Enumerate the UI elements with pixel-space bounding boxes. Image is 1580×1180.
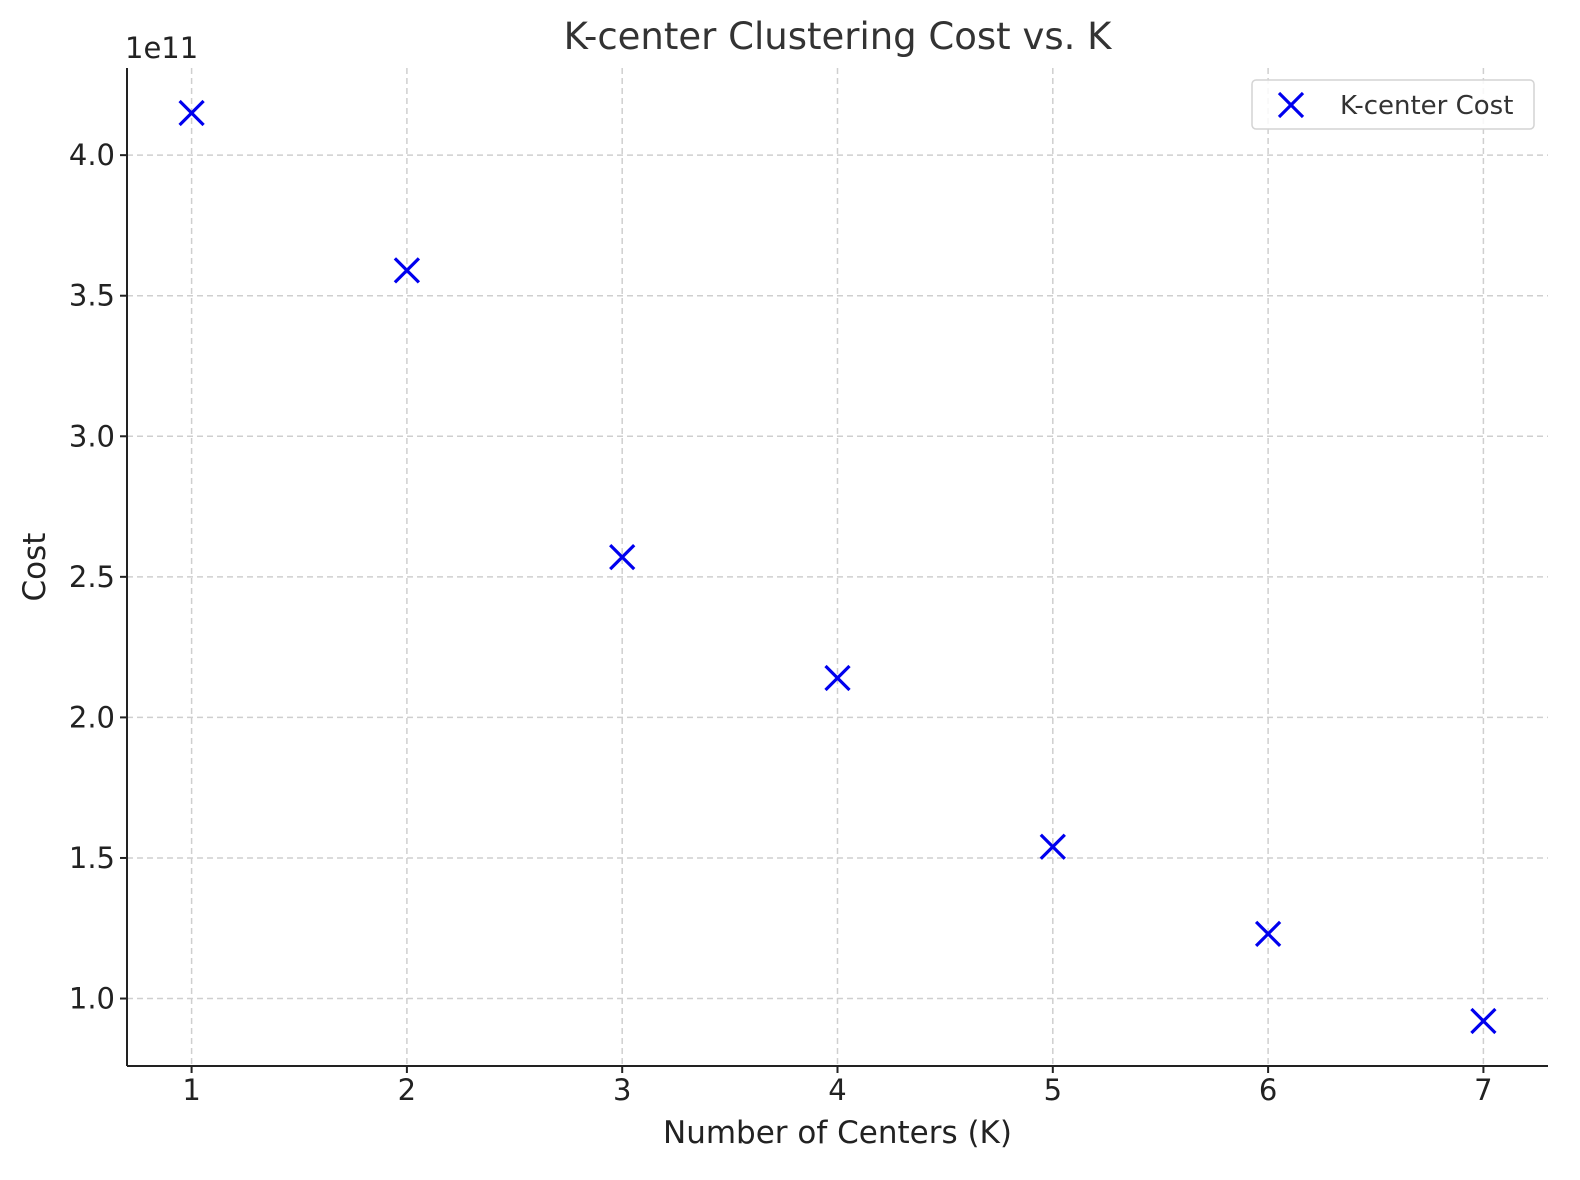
x-tick-label: 2 bbox=[398, 1073, 416, 1107]
x-tick-label: 1 bbox=[182, 1073, 200, 1107]
x-tick-label: 6 bbox=[1259, 1073, 1277, 1107]
legend-box bbox=[1251, 79, 1535, 130]
y-tick-label: 1.5 bbox=[69, 841, 115, 875]
x-tick-label: 3 bbox=[613, 1073, 631, 1107]
axes bbox=[126, 68, 1548, 1067]
x-tick-label: 5 bbox=[1044, 1073, 1062, 1107]
y-tick-label: 4.0 bbox=[69, 138, 115, 172]
data-point-x-marker bbox=[1254, 920, 1282, 948]
data-point-x-marker bbox=[1470, 1007, 1497, 1035]
x-axis-label: Number of Centers (K) bbox=[663, 1115, 1012, 1151]
y-tick-label: 2.0 bbox=[69, 700, 115, 734]
data-point-x-marker bbox=[178, 99, 205, 127]
chart-title: K-center Clustering Cost vs. K bbox=[564, 15, 1114, 58]
y-tick-label: 2.5 bbox=[69, 560, 115, 594]
y-tick-label: 1.0 bbox=[69, 982, 115, 1016]
x-tick-label: 7 bbox=[1474, 1073, 1492, 1107]
y-axis-label: Cost bbox=[17, 533, 53, 602]
legend: K-center Cost bbox=[1251, 79, 1535, 130]
legend-marker-x-icon bbox=[1277, 91, 1305, 119]
y-axis-multiplier: 1e11 bbox=[125, 31, 198, 65]
data-point-x-marker bbox=[609, 544, 636, 571]
y-ticks: 1.0 1.5 2.0 2.5 3.0 3.5 4.0 bbox=[69, 138, 127, 1016]
grid bbox=[127, 68, 1548, 1066]
data-point-x-marker bbox=[393, 257, 421, 284]
data-point-x-marker bbox=[824, 664, 851, 692]
legend-entry-label: K-center Cost bbox=[1340, 91, 1513, 121]
y-tick-label: 3.0 bbox=[69, 419, 115, 453]
y-tick-label: 3.5 bbox=[69, 279, 115, 313]
x-tick-label: 4 bbox=[828, 1073, 846, 1107]
x-ticks: 1 2 3 4 5 6 7 bbox=[182, 1066, 1493, 1107]
data-point-x-marker bbox=[1039, 833, 1066, 860]
data-points bbox=[178, 99, 1497, 1035]
